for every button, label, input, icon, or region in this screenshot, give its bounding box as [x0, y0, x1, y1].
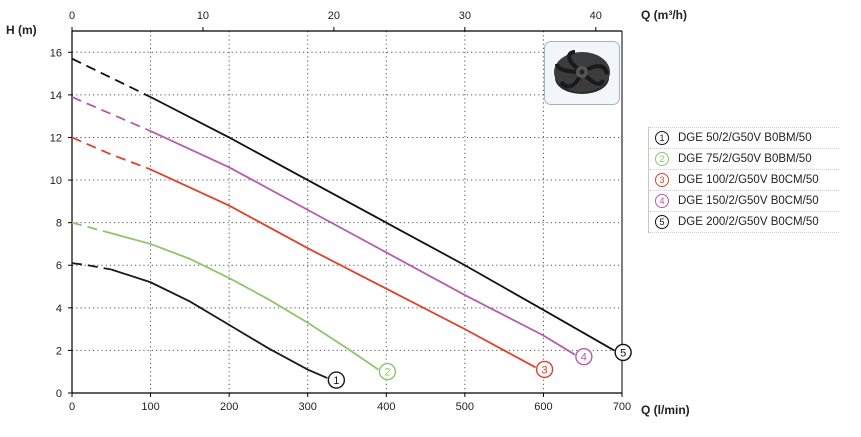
end-marker-5: [614, 343, 632, 362]
end-marker-1: [327, 371, 346, 389]
x2-tick-label: 40: [590, 10, 602, 22]
end-marker-label-5: 5: [620, 347, 626, 359]
grid: [72, 31, 623, 393]
legend-marker-3: 3: [655, 173, 669, 187]
x-tick-label: 500: [456, 401, 474, 413]
x-tick-label: 700: [613, 401, 631, 413]
y-tick-label: 16: [50, 47, 62, 59]
legend-item: 5 DGE 200/2/G50V B0CM/50: [649, 212, 839, 233]
x2-axis-title: Q (m³/h): [641, 8, 687, 22]
x-tick-label: 300: [299, 401, 317, 413]
impeller-image: [544, 41, 620, 105]
series-5-line: [150, 96, 615, 352]
x2-tick-label: 30: [459, 10, 471, 22]
y-tick-label: 12: [50, 132, 62, 144]
series-5-dashed-line: [71, 57, 151, 98]
end-marker-label-2: 2: [384, 367, 390, 379]
legend-item: 2 DGE 75/2/G50V B0BM/50: [649, 149, 839, 170]
y-tick-label: 2: [56, 345, 62, 357]
x-tick-label: 200: [220, 401, 238, 413]
x2-tick-label: 0: [69, 10, 75, 22]
y-tick-label: 10: [50, 175, 62, 187]
series-3-line: [150, 168, 537, 369]
x2-tick-label: 10: [197, 10, 209, 22]
series-1-line: [111, 268, 328, 379]
x-tick-label: 600: [534, 401, 552, 413]
legend-marker-1: 1: [655, 131, 669, 145]
series-1-dashed-line: [71, 262, 112, 271]
y-tick-label: 14: [50, 90, 62, 102]
y-tick-label: 8: [56, 218, 62, 230]
legend-item: 3 DGE 100/2/G50V B0CM/50: [649, 170, 839, 191]
x-axis-title: Q (l/min): [641, 403, 690, 417]
legend-marker-4: 4: [655, 194, 669, 208]
y-axis-title: H (m): [6, 23, 37, 37]
x-tick-label: 400: [377, 401, 395, 413]
legend-marker-2: 2: [655, 152, 669, 166]
legend-label: DGE 100/2/G50V B0CM/50: [678, 174, 819, 186]
series-4-dashed-line: [71, 96, 151, 132]
legend-marker-5: 5: [655, 215, 669, 229]
series-2-line: [111, 232, 379, 371]
series-3-dashed-line: [71, 136, 151, 171]
end-marker-label-4: 4: [581, 352, 587, 364]
curve-end-markers: 1 2 3 4 5: [327, 343, 632, 389]
legend-label: DGE 150/2/G50V B0CM/50: [678, 195, 819, 207]
legend-label: DGE 50/2/G50V B0BM/50: [678, 132, 812, 144]
legend-label: DGE 200/2/G50V B0CM/50: [678, 216, 819, 228]
end-marker-label-1: 1: [333, 375, 339, 387]
x-tick-label: 100: [141, 401, 159, 413]
y-tick-label: 4: [56, 303, 62, 315]
legend-item: 4 DGE 150/2/G50V B0CM/50: [649, 191, 839, 212]
legend: 1 DGE 50/2/G50V B0BM/50 2 DGE 75/2/G50V …: [648, 127, 839, 233]
y-tick-label: 6: [56, 260, 62, 272]
axes: [68, 27, 623, 397]
pump-impeller-icon: [554, 50, 610, 94]
end-marker-2: [378, 362, 397, 381]
end-marker-label-3: 3: [542, 364, 548, 376]
series-4-line: [150, 130, 576, 356]
legend-label: DGE 75/2/G50V B0BM/50: [678, 153, 812, 165]
y-tick-label: 0: [56, 388, 62, 400]
legend-item: 1 DGE 50/2/G50V B0BM/50: [649, 127, 839, 149]
end-marker-3: [535, 360, 554, 379]
series-2-dashed-line: [71, 221, 112, 235]
x-tick-label: 0: [69, 401, 75, 413]
x2-tick-label: 20: [328, 10, 340, 22]
series-group: [71, 57, 615, 379]
end-marker-4: [575, 347, 593, 366]
